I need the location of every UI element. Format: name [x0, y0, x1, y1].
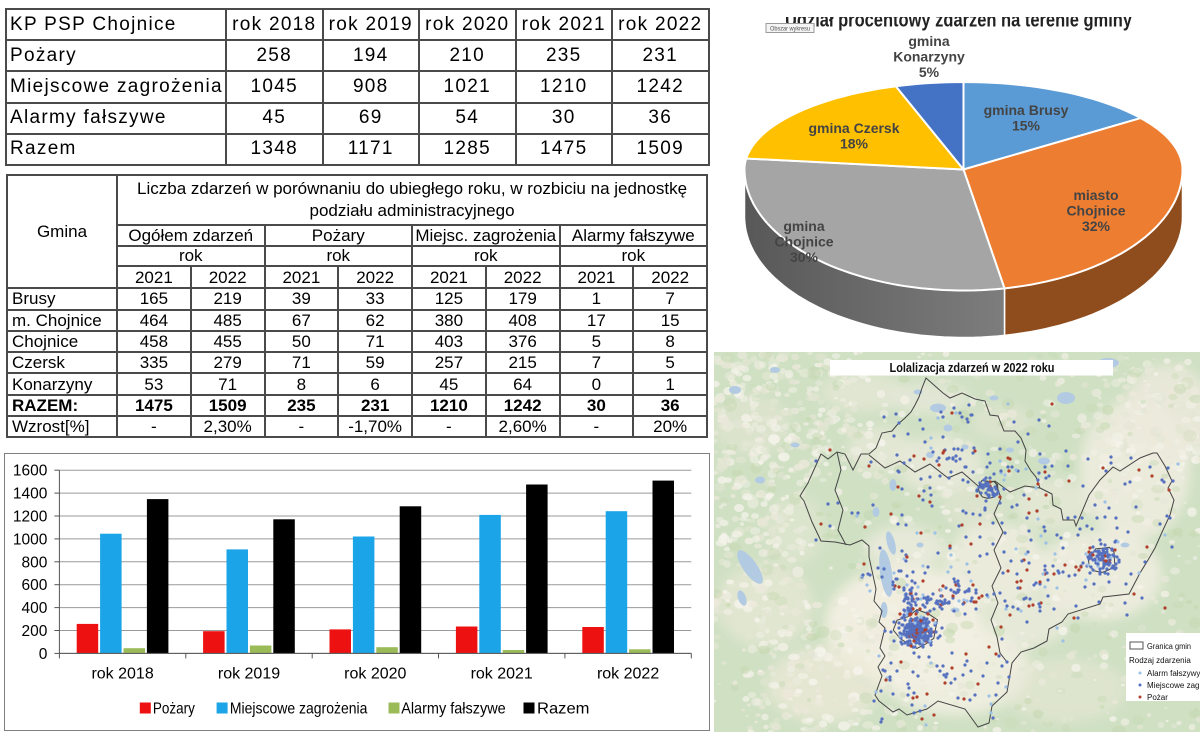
svg-text:Pożar: Pożar [1147, 693, 1168, 702]
svg-text:1400: 1400 [13, 486, 48, 503]
svg-text:Pożary: Pożary [153, 701, 195, 718]
svg-text:Chojnice: Chojnice [774, 234, 833, 250]
svg-text:Alarm fałszywy: Alarm fałszywy [1147, 669, 1200, 678]
svg-text:1000: 1000 [13, 531, 48, 548]
svg-text:Chojnice: Chojnice [1066, 203, 1125, 219]
svg-text:Razem: Razem [537, 701, 590, 718]
svg-text:400: 400 [22, 600, 48, 617]
svg-text:Obszar wykresu: Obszar wykresu [770, 26, 810, 33]
svg-text:rok 2018: rok 2018 [91, 665, 153, 682]
svg-text:5%: 5% [919, 64, 940, 80]
svg-text:miasto: miasto [1073, 187, 1118, 203]
svg-text:32%: 32% [1082, 218, 1111, 234]
svg-text:gmina: gmina [908, 33, 949, 49]
svg-text:200: 200 [22, 623, 48, 640]
svg-text:Miejscowe zagro: Miejscowe zagro [1147, 681, 1200, 690]
svg-text:rok 2022: rok 2022 [597, 665, 659, 682]
svg-text:1600: 1600 [13, 463, 48, 480]
svg-text:800: 800 [22, 554, 48, 571]
svg-text:gmina Brusy: gmina Brusy [984, 102, 1069, 118]
svg-text:Rodzaj zdarzenia: Rodzaj zdarzenia [1129, 656, 1191, 665]
svg-text:rok 2020: rok 2020 [344, 665, 406, 682]
svg-text:1200: 1200 [13, 509, 48, 526]
svg-text:Granica gmin: Granica gmin [1147, 642, 1191, 651]
svg-text:Lolalizacja zdarzeń w 2022 rok: Lolalizacja zdarzeń w 2022 roku [890, 360, 1055, 375]
svg-text:rok 2021: rok 2021 [471, 665, 533, 682]
svg-text:30%: 30% [790, 249, 819, 265]
svg-text:Alarmy fałszywe: Alarmy fałszywe [401, 701, 506, 718]
svg-text:15%: 15% [1012, 118, 1041, 134]
svg-text:rok 2019: rok 2019 [218, 665, 280, 682]
svg-text:18%: 18% [840, 136, 869, 152]
svg-text:Miejscowe zagrożenia: Miejscowe zagrożenia [230, 701, 368, 718]
svg-text:600: 600 [22, 577, 48, 594]
svg-text:gmina: gmina [783, 218, 824, 234]
svg-text:0: 0 [39, 646, 48, 663]
svg-text:Konarzyny: Konarzyny [893, 49, 965, 65]
svg-text:gmina Czersk: gmina Czersk [808, 120, 899, 136]
